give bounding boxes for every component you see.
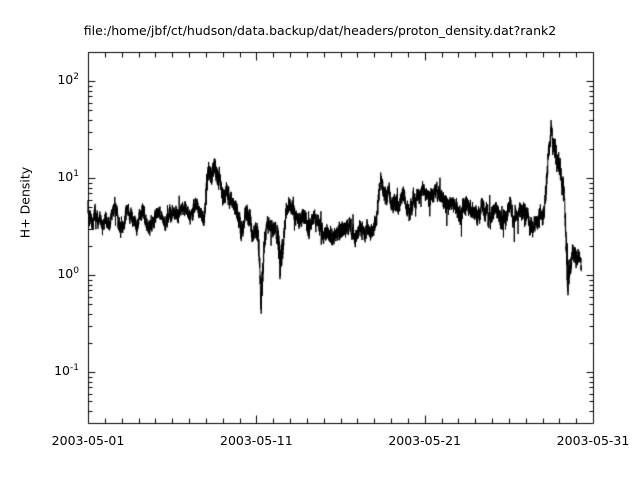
- x-tick-label: 2003-05-01: [51, 433, 125, 448]
- x-tick-label: 2003-05-21: [388, 433, 461, 448]
- x-tick-label: 2003-05-11: [220, 433, 293, 448]
- y-tick-label: 10-1: [54, 363, 79, 379]
- y-tick-label: 102: [57, 72, 79, 88]
- y-tick-label: 101: [57, 169, 79, 185]
- x-tick-label: 2003-05-31: [556, 433, 630, 448]
- y-tick-label: 100: [57, 266, 79, 282]
